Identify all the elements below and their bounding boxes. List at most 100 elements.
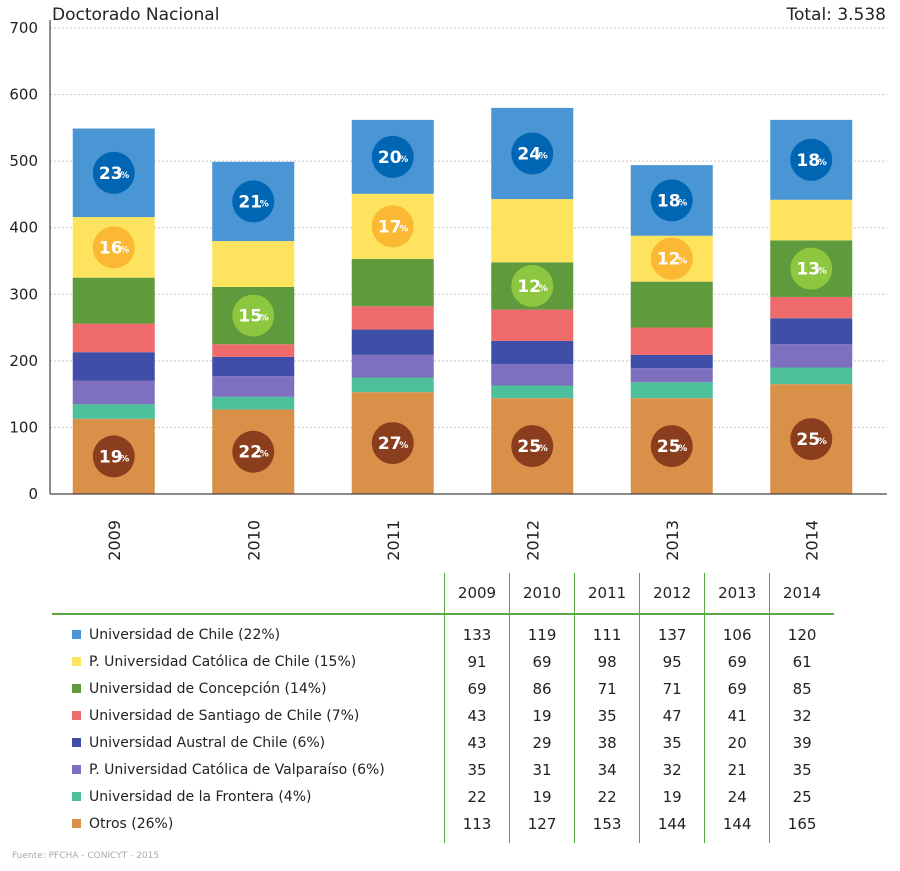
legend-swatch bbox=[72, 684, 81, 693]
table-cell: 19 bbox=[509, 783, 575, 810]
x-tick-label: 2013 bbox=[663, 520, 682, 560]
percent-sign: % bbox=[539, 444, 548, 454]
percent-badge-value: 23 bbox=[99, 164, 123, 184]
y-tick-label: 400 bbox=[9, 219, 38, 237]
percent-badge-circle bbox=[790, 138, 833, 181]
bar-segment bbox=[212, 396, 295, 410]
legend-swatch bbox=[72, 738, 81, 747]
table-cell: 25 bbox=[769, 783, 834, 810]
percent-badge-value: 15 bbox=[238, 307, 262, 327]
percent-badge: 12% bbox=[511, 264, 554, 307]
table-cell: 31 bbox=[509, 756, 575, 783]
legend-swatch bbox=[72, 711, 81, 720]
percent-sign: % bbox=[818, 437, 827, 447]
y-tick-label: 200 bbox=[9, 352, 38, 370]
table-cell: 91 bbox=[443, 648, 510, 675]
percent-annotations: 23%16%19%21%15%22%20%17%27%24%12%25%18%1… bbox=[92, 132, 833, 478]
y-tick-label: 600 bbox=[9, 86, 38, 104]
percent-sign: % bbox=[260, 450, 269, 460]
axes bbox=[49, 20, 887, 495]
x-tick-label: 2012 bbox=[523, 520, 542, 560]
percent-sign: % bbox=[399, 441, 408, 451]
table-cell: 144 bbox=[704, 810, 770, 843]
percent-sign: % bbox=[260, 314, 269, 324]
table-row-label-cell: Universidad de Concepción (14%) bbox=[52, 675, 445, 702]
table-row-label: Universidad de Santiago de Chile (7%) bbox=[89, 707, 360, 724]
percent-badge-value: 25 bbox=[657, 437, 681, 457]
x-tick-label: 2014 bbox=[802, 520, 821, 560]
table-row-label-cell: Universidad Austral de Chile (6%) bbox=[52, 729, 445, 756]
table-row-label: Universidad de la Frontera (4%) bbox=[89, 788, 312, 805]
table-row: P. Universidad Católica de Chile (15%) 91… bbox=[52, 648, 834, 675]
percent-badge: 25% bbox=[650, 425, 693, 468]
percent-badge: 20% bbox=[371, 135, 414, 178]
table-cell: 120 bbox=[769, 614, 834, 648]
percent-badge: 25% bbox=[790, 418, 833, 461]
percent-sign: % bbox=[678, 198, 687, 208]
table-row-label: P. Universidad Católica de Valparaíso (6… bbox=[89, 761, 385, 778]
table-cell: 98 bbox=[574, 648, 640, 675]
table-cell: 47 bbox=[639, 702, 705, 729]
percent-badge-circle bbox=[371, 135, 414, 178]
percent-badge-circle bbox=[92, 151, 135, 194]
percent-badge-value: 18 bbox=[657, 191, 681, 211]
percent-badge: 16% bbox=[92, 226, 135, 269]
table-row-label: P. Universidad Católica de Chile (15%) bbox=[89, 653, 357, 670]
bar-segment bbox=[770, 199, 853, 241]
percent-badge: 19% bbox=[92, 435, 135, 478]
bar-segment bbox=[72, 352, 155, 381]
data-table: 2009 2010 2011 2012 2013 2014 Universidad de … bbox=[52, 573, 834, 843]
percent-badge-circle bbox=[511, 132, 554, 175]
table-cell: 137 bbox=[639, 614, 705, 648]
table-year-header: 2012 bbox=[639, 573, 705, 614]
table-cell: 35 bbox=[639, 729, 705, 756]
bar-segment bbox=[630, 368, 713, 383]
table-cell: 69 bbox=[704, 675, 770, 702]
percent-badge-circle bbox=[92, 435, 135, 478]
percent-badge-value: 19 bbox=[99, 447, 123, 467]
table-cell: 43 bbox=[443, 702, 510, 729]
percent-badge-circle bbox=[650, 237, 693, 280]
table-cell: 127 bbox=[509, 810, 575, 843]
percent-badge-value: 13 bbox=[796, 260, 820, 280]
percent-badge: 18% bbox=[650, 179, 693, 222]
percent-badge: 17% bbox=[371, 205, 414, 248]
percent-badge-value: 25 bbox=[517, 437, 541, 457]
percent-badge-value: 21 bbox=[238, 192, 262, 212]
x-tick-label: 2009 bbox=[105, 520, 124, 560]
percent-sign: % bbox=[818, 158, 827, 168]
table-row-label-cell: P. Universidad Católica de Valparaíso (6… bbox=[52, 756, 445, 783]
table-row: P. Universidad Católica de Valparaíso (6… bbox=[52, 756, 834, 783]
bar-segment bbox=[491, 199, 574, 263]
percent-sign: % bbox=[120, 454, 129, 464]
bar-segment bbox=[72, 404, 155, 419]
bar-segment bbox=[72, 323, 155, 353]
table-cell: 24 bbox=[704, 783, 770, 810]
table-cell: 34 bbox=[574, 756, 640, 783]
percent-badge-circle bbox=[511, 264, 554, 307]
table-cell: 61 bbox=[769, 648, 834, 675]
table-row-label-cell: Otros (26%) bbox=[52, 810, 445, 843]
table-cell: 43 bbox=[443, 729, 510, 756]
percent-sign: % bbox=[678, 257, 687, 267]
percent-badge-circle bbox=[650, 179, 693, 222]
percent-badge-value: 20 bbox=[378, 148, 402, 168]
table-cell: 106 bbox=[704, 614, 770, 648]
table-row: Universidad de Chile (22%) 133 119 111 137 10… bbox=[52, 614, 834, 648]
bar-segment bbox=[770, 318, 853, 345]
table-year-header: 2013 bbox=[704, 573, 770, 614]
bar-segment bbox=[630, 382, 713, 399]
table-header-row: 2009 2010 2011 2012 2013 2014 bbox=[52, 573, 834, 614]
percent-badge: 24% bbox=[511, 132, 554, 175]
table-body: Universidad de Chile (22%) 133 119 111 137 10… bbox=[52, 614, 834, 843]
y-tick-label: 300 bbox=[9, 285, 38, 303]
percent-badge-circle bbox=[232, 294, 275, 337]
bar-segment bbox=[212, 376, 295, 397]
y-tick-label: 0 bbox=[28, 485, 38, 503]
legend-swatch bbox=[72, 819, 81, 828]
bar-segment bbox=[770, 296, 853, 319]
bar-segment bbox=[351, 329, 434, 355]
table-cell: 32 bbox=[769, 702, 834, 729]
x-tick-label: 2010 bbox=[244, 520, 263, 560]
